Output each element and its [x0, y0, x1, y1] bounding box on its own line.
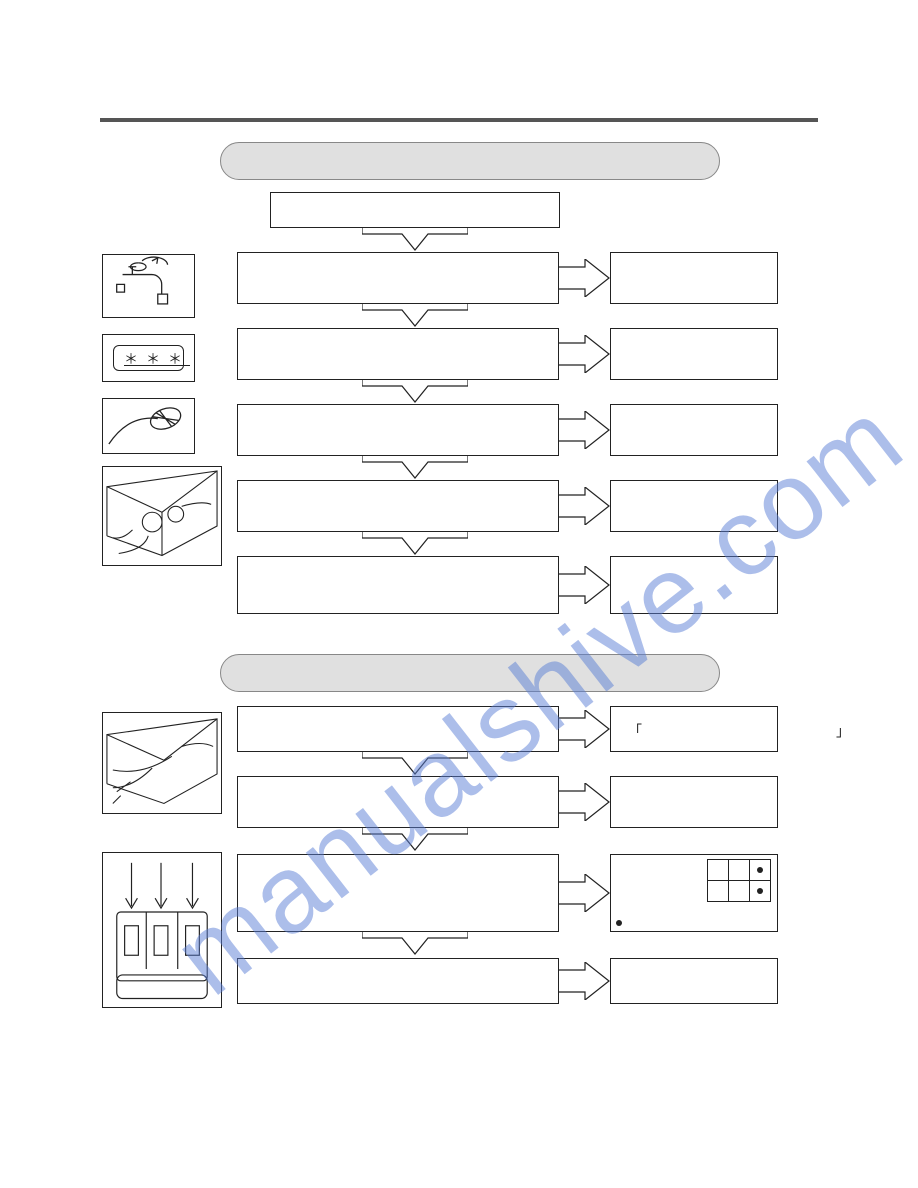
right-arrow-icon: [559, 259, 611, 297]
shower-head-icon: [102, 398, 195, 454]
down-arrow-icon: [362, 302, 468, 328]
section1-step4-box: [237, 480, 559, 532]
dispenser-drawer-icon: [102, 852, 222, 1008]
faucet-icon: [102, 254, 195, 318]
right-arrow-icon: [559, 487, 611, 525]
down-arrow-icon: [362, 226, 468, 252]
right-arrow-icon: [559, 962, 611, 1000]
section1-step2-box: [237, 328, 559, 380]
section1-step3-box: [237, 404, 559, 456]
section1-step5-box: [237, 556, 559, 614]
section1-step4-result: [610, 480, 778, 532]
right-arrow-icon: [559, 710, 611, 748]
down-arrow-icon: [362, 378, 468, 404]
asterisks-text: ＊＊＊: [124, 349, 190, 369]
down-arrow-icon: [362, 930, 468, 956]
section2-step3-result: [610, 958, 778, 1004]
top-horizontal-rule: [100, 118, 818, 122]
dot-icon: [616, 920, 622, 926]
section1-step2-result: [610, 328, 778, 380]
right-arrow-icon: [559, 335, 611, 373]
corner-bracket-text: 「 」: [628, 721, 918, 741]
mini-table-graphic: [708, 860, 771, 902]
section1-step0-box: [270, 192, 560, 228]
section2-step1-box: [237, 776, 559, 828]
section1-step5-result: [610, 556, 778, 614]
down-arrow-icon: [362, 750, 468, 776]
section2-step2-box: [237, 854, 559, 932]
right-arrow-icon: [559, 411, 611, 449]
down-arrow-icon: [362, 826, 468, 852]
right-arrow-icon: [559, 783, 611, 821]
hose-connection-icon: [102, 712, 222, 814]
right-arrow-icon: [559, 566, 611, 604]
right-arrow-icon: [559, 874, 611, 912]
section2-step0-box: [237, 706, 559, 752]
section2-step3-box: [237, 958, 559, 1004]
down-arrow-icon: [362, 454, 468, 480]
section1-step1-result: [610, 252, 778, 304]
section2-header-pill: [220, 654, 720, 692]
section1-step1-box: [237, 252, 559, 304]
inlet-valve-icon: [102, 466, 222, 566]
section1-step3-result: [610, 404, 778, 456]
section2-step1-result: [610, 776, 778, 828]
section1-header-pill: [220, 142, 720, 180]
page-root: manualshive.com: [0, 0, 918, 1188]
down-arrow-icon: [362, 530, 468, 556]
